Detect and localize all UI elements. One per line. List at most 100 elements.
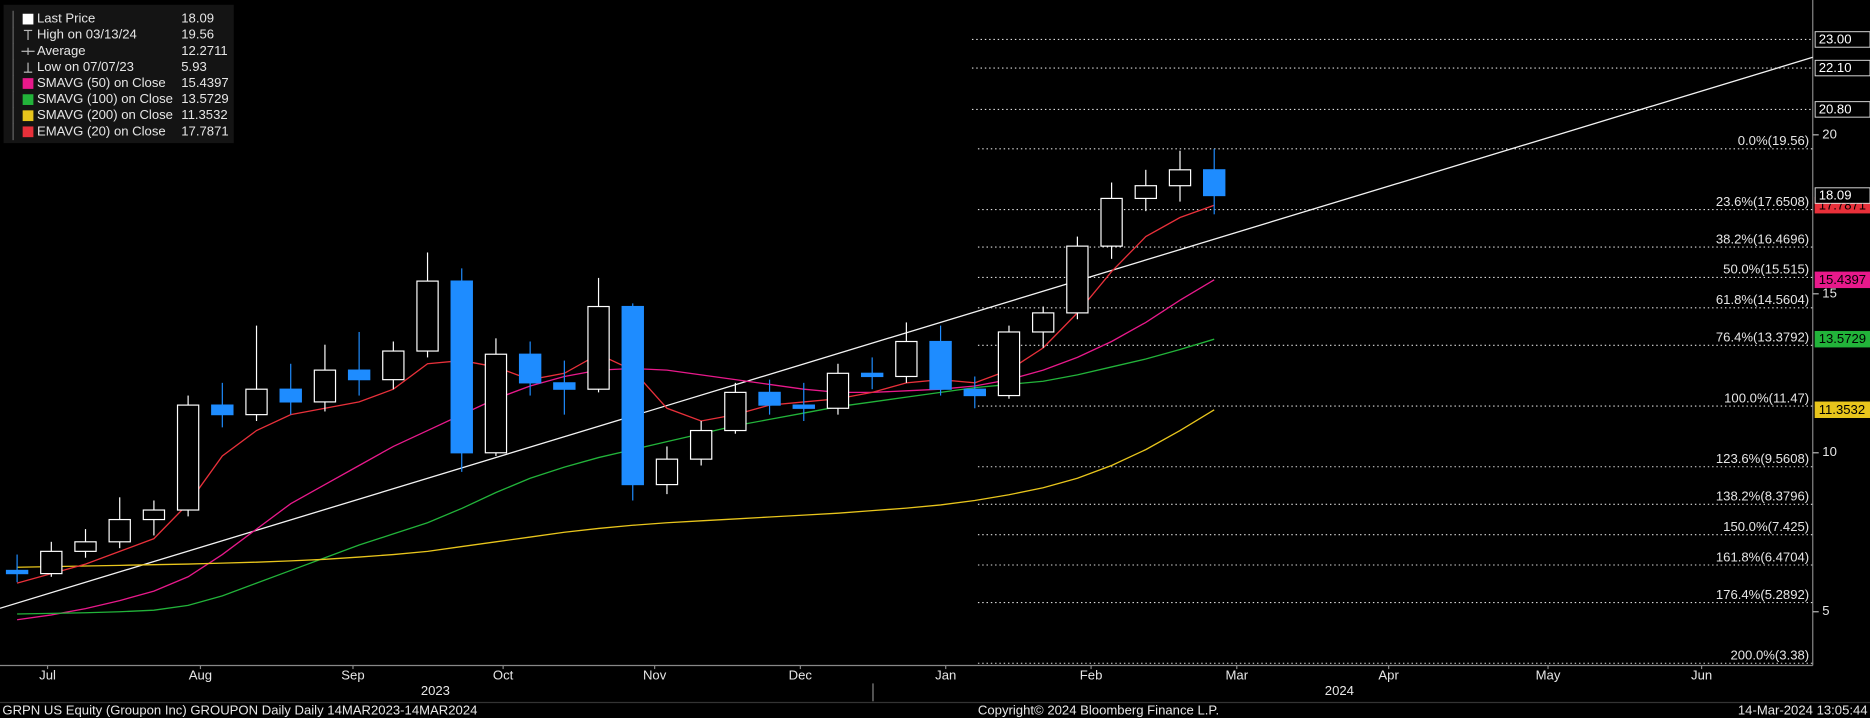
x-tick-label: Dec: [789, 668, 813, 683]
candle-body: [245, 388, 268, 416]
x-tick-label: Jan: [935, 668, 956, 683]
x-tick-label: Feb: [1080, 668, 1103, 683]
legend-value: 13.5729: [181, 91, 228, 106]
candle-body: [1100, 197, 1123, 247]
year-label: 2023: [421, 683, 450, 698]
candle-body: [758, 391, 781, 406]
price-box: [1814, 401, 1870, 418]
fib-label: 76.4%(13.3792): [1716, 330, 1809, 345]
candle-body: [382, 350, 405, 381]
price-box-label: 11.3532: [1819, 402, 1865, 417]
candle-body: [450, 280, 473, 454]
fib-label: 150.0%(7.425): [1723, 519, 1809, 534]
candle-body: [655, 458, 679, 486]
candle-body: [929, 340, 952, 390]
fib-label: 176.4%(5.2892): [1716, 587, 1809, 602]
y-tick-label: 5: [1822, 603, 1829, 618]
legend-label: SMAVG (200) on Close: [37, 107, 173, 122]
candle-body: [416, 280, 439, 352]
legend-label: Average: [37, 43, 86, 58]
legend-label: Last Price: [37, 11, 95, 26]
price-box: [1814, 59, 1870, 77]
legend-value: 19.56: [181, 27, 214, 42]
fib-label: 200.0%(3.38): [1730, 648, 1809, 663]
moving-average: [17, 409, 1215, 568]
candle-body: [553, 382, 576, 390]
legend-swatch: [22, 110, 34, 122]
price-box: [1814, 31, 1870, 48]
candle-body: [997, 331, 1021, 397]
candle-body: [792, 404, 815, 409]
candle-body: [5, 569, 29, 575]
fib-label: 61.8%(14.5604): [1716, 292, 1809, 307]
candle-body: [1168, 169, 1192, 187]
legend-swatch: [22, 94, 34, 105]
candle-body: [621, 305, 644, 486]
price-box-label: 18.09: [1819, 188, 1852, 203]
price-box-label: 22.10: [1819, 60, 1852, 75]
legend-box: [3, 4, 234, 144]
legend-swatch: [22, 13, 34, 25]
candle-body: [40, 550, 63, 575]
legend-label: High on 03/13/24: [37, 27, 137, 42]
candle-body: [587, 305, 610, 390]
fib-label: 0.0%(19.56): [1738, 133, 1809, 148]
legend-value: 18.09: [181, 11, 214, 26]
legend-value: 5.93: [181, 59, 207, 74]
x-tick-label: Jun: [1691, 668, 1712, 683]
legend-label: Low on 07/07/23: [37, 59, 134, 74]
x-tick-label: Sep: [341, 668, 364, 683]
y-tick-label: 10: [1822, 444, 1837, 459]
candle-body: [826, 372, 850, 409]
x-tick-label: Apr: [1378, 668, 1399, 683]
candle-body: [963, 388, 986, 397]
candle-body: [724, 391, 747, 432]
candle-body: [860, 372, 884, 378]
candle-body: [895, 340, 918, 378]
legend-value: 15.4397: [181, 75, 228, 90]
price-box-label: 13.5729: [1819, 331, 1866, 346]
fib-label: 38.2%(16.4696): [1716, 231, 1809, 246]
x-tick-label: Aug: [189, 668, 212, 683]
fib-label: 123.6%(9.5608): [1716, 451, 1809, 466]
x-tick-label: Nov: [643, 668, 667, 683]
x-tick-label: Jul: [39, 668, 56, 683]
legend-value: 11.3532: [181, 107, 227, 122]
y-tick-label: 15: [1822, 285, 1837, 300]
price-box: [1814, 101, 1870, 118]
candle-body: [347, 369, 371, 381]
price-box: [1814, 271, 1870, 289]
footer-center: Copyright© 2024 Bloomberg Finance L.P.: [978, 702, 1219, 717]
legend-value: 12.2711: [181, 43, 227, 58]
price-box-label: 20.80: [1819, 101, 1852, 116]
candle-body: [518, 353, 542, 384]
legend-label: EMAVG (20) on Close: [37, 123, 166, 138]
candle-body: [279, 388, 302, 403]
candle-body: [176, 404, 200, 511]
price-box-label: 15.4397: [1819, 272, 1866, 287]
price-box: [1814, 187, 1870, 204]
candle-body: [1203, 169, 1226, 197]
fib-label: 23.6%(17.6508): [1716, 194, 1809, 209]
footer-right: 14-Mar-2024 13:05:44: [1738, 702, 1868, 717]
candle-body: [689, 429, 713, 460]
fib-label: 50.0%(15.515): [1723, 262, 1809, 277]
y-tick-label: 20: [1822, 126, 1837, 141]
candle-body: [1066, 245, 1089, 314]
price-box-label: 23.00: [1819, 32, 1852, 47]
price-box: [1814, 330, 1870, 348]
candle-body: [1134, 185, 1157, 200]
fib-label: 161.8%(6.4704): [1716, 549, 1809, 564]
candle-body: [484, 353, 508, 454]
candle-body: [142, 509, 166, 521]
fib-label: 100.0%(11.47): [1724, 390, 1809, 405]
legend-swatch: [22, 78, 34, 89]
x-tick-label: Mar: [1225, 668, 1248, 683]
legend-swatch: [22, 126, 34, 138]
x-tick-label: Oct: [493, 668, 514, 683]
legend-label: SMAVG (100) on Close: [37, 91, 173, 106]
legend-label: SMAVG (50) on Close: [37, 75, 166, 90]
x-tick-label: May: [1536, 668, 1561, 683]
footer-left: GRPN US Equity (Groupon Inc) GROUPON Dai…: [2, 702, 477, 717]
